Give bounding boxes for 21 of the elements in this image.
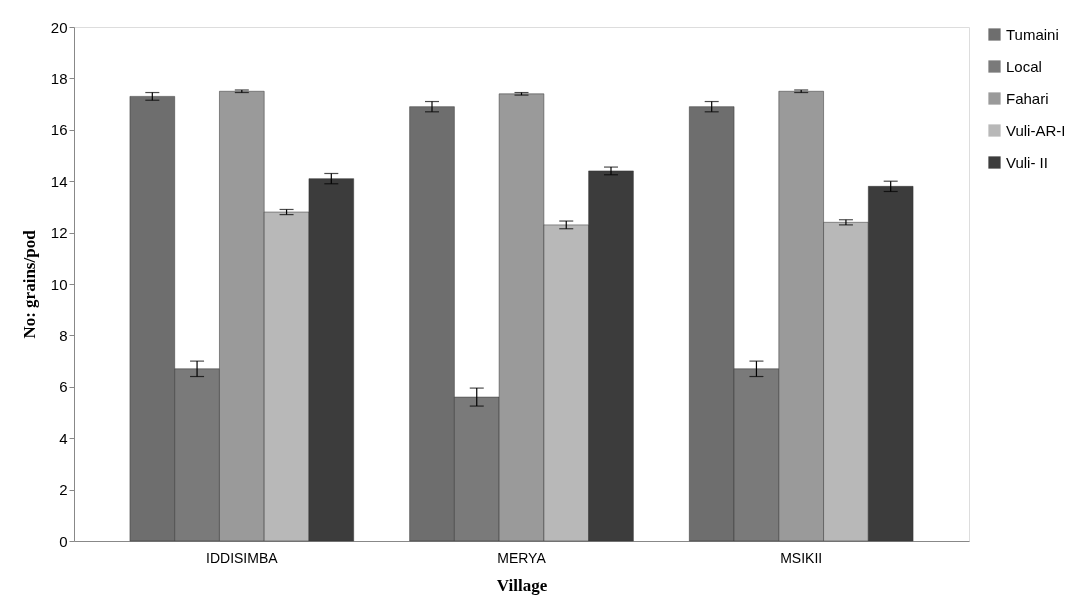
x-axis-title: Village (496, 575, 548, 595)
y-tick-label: 12 (50, 224, 68, 242)
y-tick-label: 2 (59, 481, 68, 499)
y-tick-label: 0 (59, 532, 68, 550)
x-tick-label: MERYA (497, 549, 547, 566)
y-tick-label: 20 (50, 18, 68, 36)
y-axis-title: No: grains/pod (19, 229, 39, 339)
y-tick-label: 8 (59, 326, 68, 344)
legend-label: Tumaini (1006, 25, 1059, 43)
legend-label: Vuli- II (1006, 153, 1048, 171)
legend-label: Fahari (1006, 89, 1049, 107)
y-tick-label: 6 (59, 378, 68, 396)
y-tick-label: 16 (50, 121, 68, 139)
legend-label: Local (1006, 57, 1042, 75)
y-tick-label: 14 (50, 172, 68, 190)
x-tick-label: MSIKII (780, 549, 823, 566)
y-tick-label: 10 (50, 275, 68, 293)
y-tick-label: 18 (50, 69, 68, 87)
x-tick-label: IDDISIMBA (206, 549, 279, 566)
y-tick-label: 4 (59, 429, 68, 447)
legend-label: Vuli-AR-I (1006, 121, 1066, 139)
